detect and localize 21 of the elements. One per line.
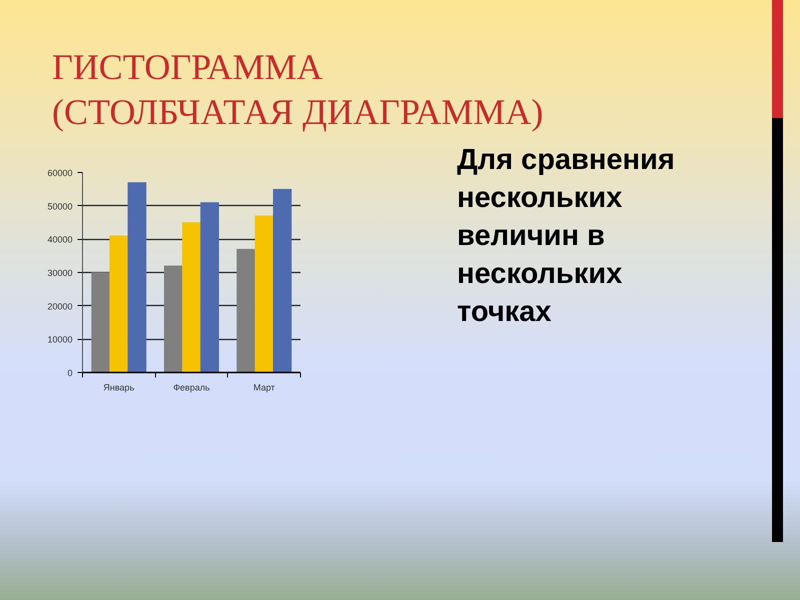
x-tick-label: Февраль [173, 382, 210, 392]
x-tick-label: Январь [103, 382, 135, 392]
bar [200, 202, 219, 372]
text: Для сравнения нескольких величин в нескольких точках [457, 143, 676, 330]
chart-title: ГИСТОГРАММА (СТОЛБЧАТАЯ ДИАГРАММА) [52, 46, 544, 134]
y-tick-label: 20000 [47, 301, 73, 312]
y-tick-label: 50000 [47, 201, 73, 212]
bar [254, 216, 274, 372]
y-tick-label: 30000 [47, 268, 73, 278]
bar [236, 248, 256, 372]
y-tick-label: 40000 [47, 234, 73, 245]
y-tick-label: 10000 [47, 334, 73, 345]
x-tick-label: Март [253, 382, 275, 392]
bar [182, 222, 201, 372]
bar [164, 266, 183, 372]
bar [110, 236, 128, 372]
y-tick-label: 60000 [47, 168, 73, 178]
bar [91, 272, 110, 372]
y-tick-label: 0 [67, 368, 73, 378]
bar [128, 182, 146, 372]
bar [273, 188, 292, 372]
